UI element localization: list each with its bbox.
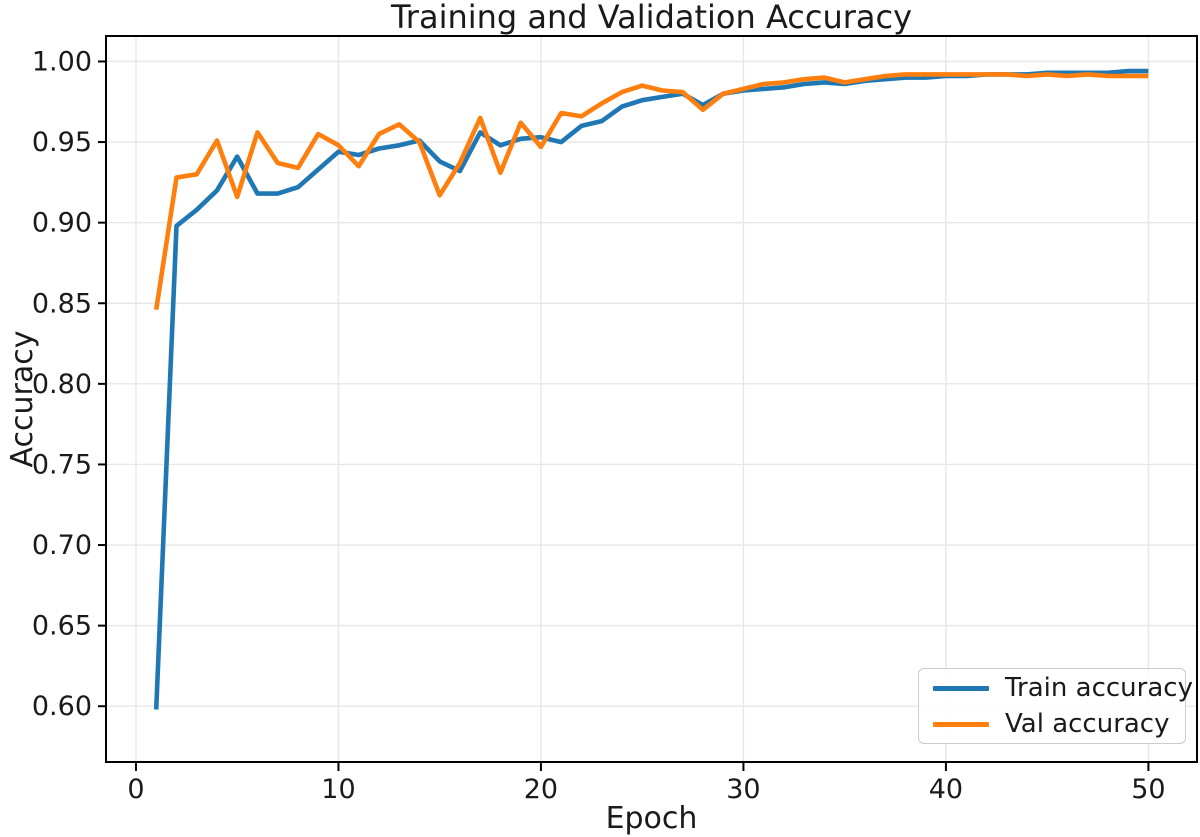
y-axis-label: Accuracy: [5, 331, 40, 468]
x-tick-label: 20: [524, 774, 558, 805]
y-tick-label: 1.00: [32, 46, 92, 77]
y-tick-label: 0.95: [32, 127, 92, 158]
y-tick-label: 0.90: [32, 208, 92, 239]
y-tick-label: 0.75: [32, 449, 92, 480]
chart-title: Training and Validation Accuracy: [390, 0, 912, 36]
x-tick-label: 0: [127, 774, 144, 805]
legend: Train accuracy Val accuracy: [918, 668, 1193, 744]
gridlines: [106, 36, 1197, 762]
y-tick-label: 0.60: [32, 691, 92, 722]
legend-item-val: Val accuracy: [933, 711, 1171, 737]
legend-label-train: Train accuracy: [1005, 673, 1193, 703]
x-tick-label: 10: [321, 774, 355, 805]
train-line-swatch: [933, 685, 989, 691]
legend-label-val: Val accuracy: [1005, 709, 1170, 739]
x-tick-label: 40: [929, 774, 963, 805]
tick-marks: [98, 60, 1150, 771]
x-axis-label: Epoch: [606, 801, 698, 836]
y-tick-label: 0.70: [32, 530, 92, 561]
legend-item-train: Train accuracy: [933, 675, 1193, 701]
train-accuracy-line: [153, 68, 1149, 710]
plot-border: [105, 35, 1198, 763]
y-tick-label: 0.80: [32, 369, 92, 400]
y-tick-label: 0.65: [32, 611, 92, 642]
x-tick-label: 50: [1131, 774, 1165, 805]
val-line-swatch: [933, 721, 989, 727]
y-tick-label: 0.85: [32, 288, 92, 319]
x-tick-label: 30: [726, 774, 760, 805]
val-accuracy-line: [153, 72, 1149, 311]
tick-labels: 0 10 20 30 40 50 0.60 0.65 0.70 0.75 0.80 0.85 0.90 0…: [32, 46, 1166, 805]
